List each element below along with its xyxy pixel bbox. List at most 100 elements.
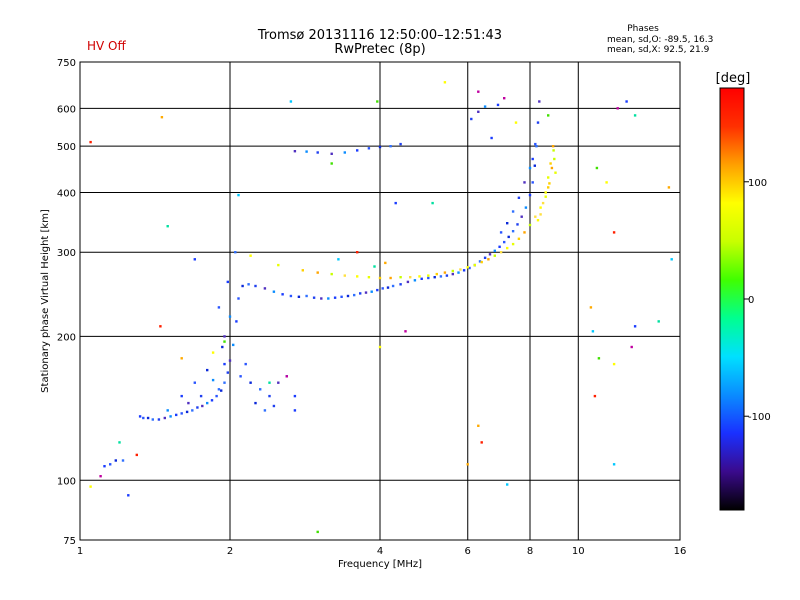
data-point [541, 201, 545, 205]
data-point [451, 272, 454, 276]
colorbar-tick-label: 0 [748, 295, 754, 306]
data-point [399, 142, 402, 146]
data-point [221, 345, 224, 349]
data-point [381, 287, 384, 290]
data-point [595, 166, 599, 170]
data-point [193, 381, 196, 384]
data-point [506, 483, 509, 486]
data-point [293, 394, 297, 398]
data-point [511, 230, 515, 233]
colorbar [719, 87, 745, 511]
data-point [523, 181, 526, 184]
data-point [118, 441, 121, 444]
data-point [249, 254, 252, 257]
chart-title: Tromsø 20131116 12:50:00–12:51:43 [257, 28, 502, 43]
data-point [483, 105, 487, 108]
data-point [523, 231, 526, 234]
data-point [544, 195, 547, 198]
phases-x-stats: mean, sd,X: 92.5, 21.9 [607, 45, 710, 55]
data-point [193, 258, 196, 261]
data-point [547, 114, 550, 117]
data-point [247, 283, 250, 286]
data-points [89, 81, 673, 534]
data-point [159, 325, 162, 328]
data-point [151, 418, 154, 421]
data-point [616, 107, 619, 110]
data-point [211, 351, 215, 354]
data-point [490, 136, 493, 140]
data-point [443, 271, 447, 274]
data-point [187, 401, 190, 405]
data-point [244, 362, 247, 366]
data-point [533, 164, 536, 167]
data-point [228, 359, 232, 362]
data-point [239, 375, 242, 378]
data-point [517, 196, 521, 199]
x-axis-label: Frequency [MHz] [338, 559, 422, 570]
data-point [297, 295, 301, 298]
data-point [496, 103, 500, 107]
chart-subtitle: RwPretec (8p) [334, 42, 425, 57]
data-point [367, 276, 371, 279]
data-point [220, 389, 223, 392]
data-point [378, 145, 382, 149]
data-point [206, 368, 209, 372]
data-point [535, 145, 538, 148]
data-point [135, 453, 138, 457]
data-point [589, 306, 593, 309]
data-point [539, 206, 542, 209]
data-point [445, 274, 449, 277]
data-point [670, 258, 673, 261]
colorbar-label: [deg] [716, 71, 751, 86]
data-point [427, 276, 430, 280]
data-point [462, 269, 466, 272]
data-point [435, 272, 438, 276]
data-point [199, 394, 203, 398]
data-point [612, 231, 616, 234]
colorbar-ticks: -100 0 100 [744, 178, 771, 423]
data-point [409, 276, 412, 279]
data-point [370, 290, 373, 293]
data-point [528, 166, 532, 170]
data-point [254, 401, 257, 405]
data-point [483, 256, 487, 259]
data-point [480, 260, 483, 264]
data-point [333, 296, 337, 299]
data-point [312, 296, 316, 299]
data-point [160, 116, 164, 119]
data-point [277, 381, 280, 384]
data-point [259, 388, 262, 391]
data-point [305, 294, 308, 298]
data-point [457, 271, 460, 274]
data-point [553, 157, 556, 161]
data-point [477, 90, 480, 93]
y-axis-label: Stationary phase Virtual Height [km] [40, 209, 51, 393]
colorbar-tick-label: -100 [748, 412, 771, 423]
data-point [597, 357, 601, 360]
data-point [327, 297, 330, 300]
data-point [228, 315, 232, 318]
data-point [305, 150, 308, 153]
data-point [180, 394, 183, 398]
data-point [536, 121, 540, 124]
data-point [378, 276, 382, 280]
data-point [503, 97, 506, 100]
data-point [478, 260, 482, 263]
y-tick-label: 300 [57, 248, 76, 259]
data-point [389, 276, 392, 280]
data-point [418, 275, 421, 278]
x-tick-labels: 1 2 4 6 8 10 16 [77, 546, 687, 557]
data-point [539, 213, 542, 216]
data-point [330, 272, 333, 276]
data-point [547, 186, 550, 189]
data-point [237, 193, 240, 197]
data-point [667, 186, 671, 189]
data-point [487, 258, 490, 261]
data-point [337, 258, 340, 261]
data-point [612, 463, 616, 466]
data-point [103, 465, 106, 468]
x-tick-label: 4 [377, 546, 383, 557]
data-point [493, 249, 496, 252]
data-point [109, 463, 112, 466]
